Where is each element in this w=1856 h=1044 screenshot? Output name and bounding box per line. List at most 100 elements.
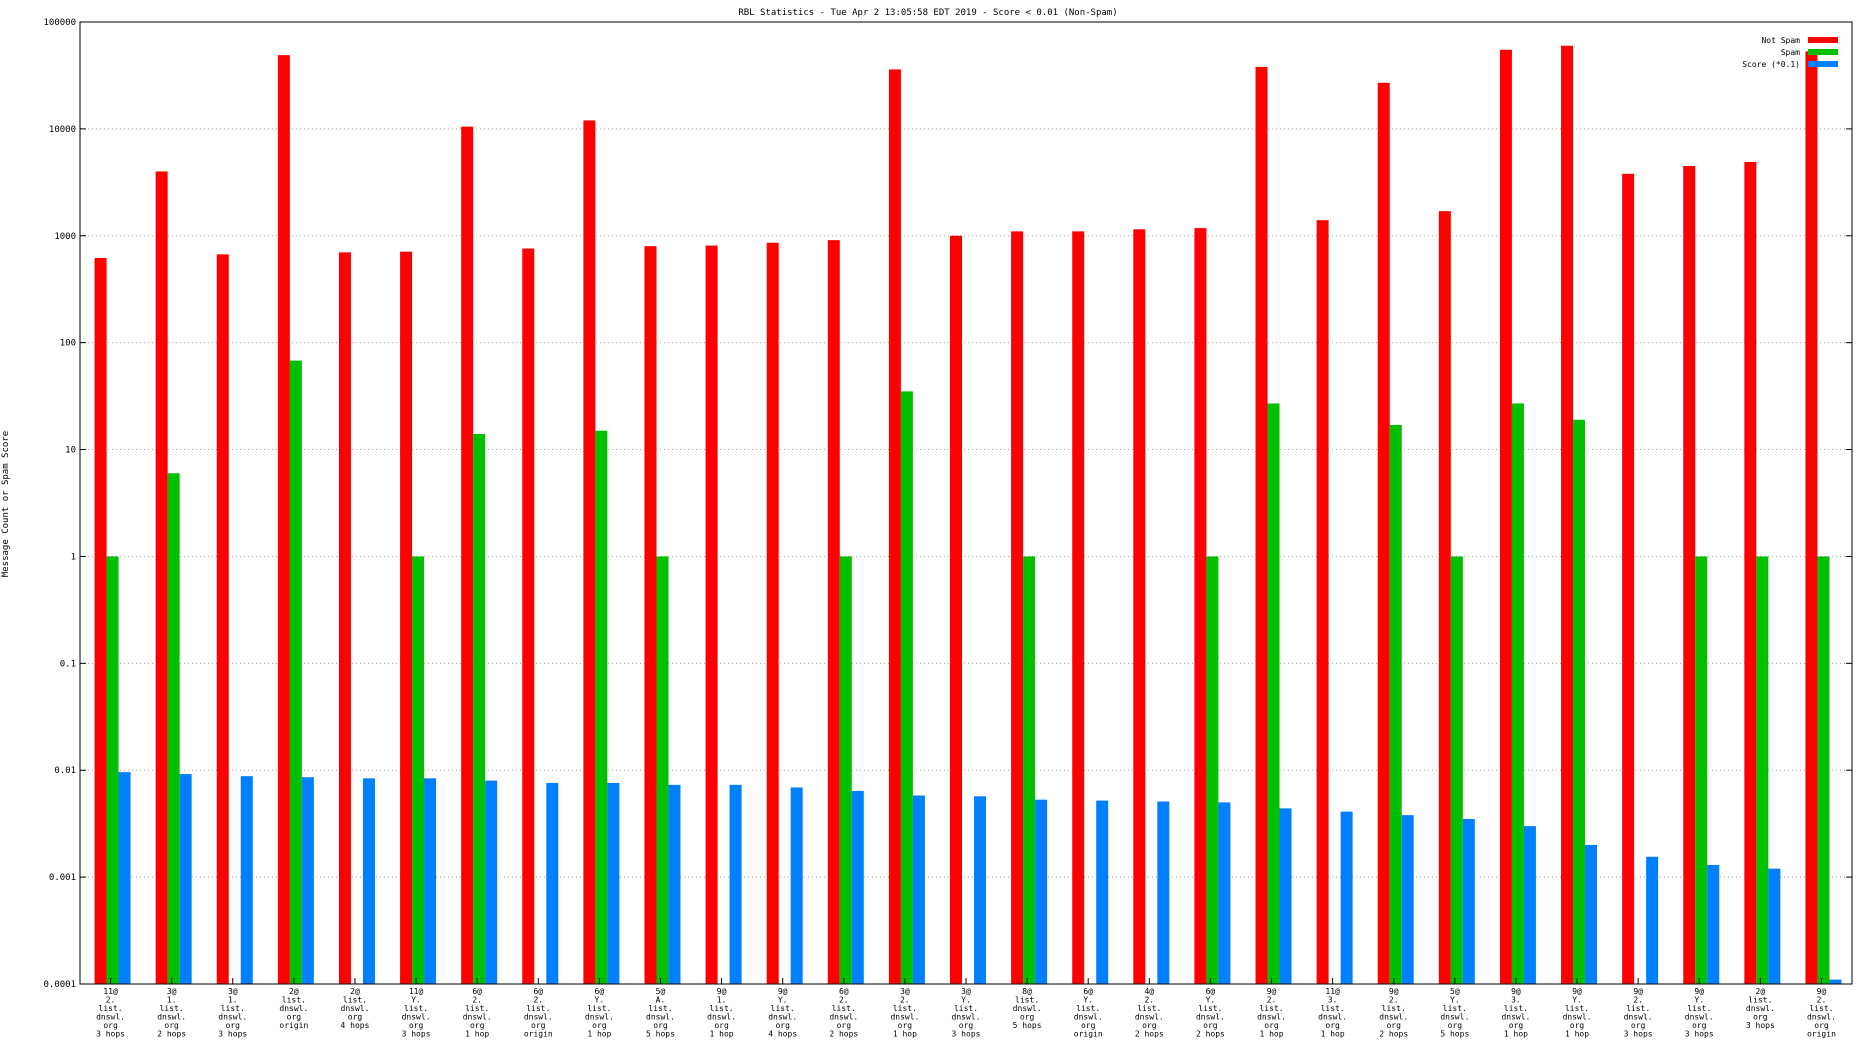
legend-label: Spam (1781, 48, 1800, 57)
bar-not-spam (400, 251, 413, 984)
x-tick-label: 9@ 1. list. dnswl. org 1 hop (707, 987, 736, 1039)
x-tick-label: 6@ Y. list. dnswl. org 1 hop (585, 987, 614, 1039)
bar-score-0-1 (424, 778, 437, 984)
x-tick-label: 9@ 2. list. dnswl. org origin (1807, 987, 1836, 1039)
bar-spam (1573, 419, 1586, 984)
bar-not-spam (1194, 228, 1207, 985)
bar-not-spam (1499, 49, 1512, 985)
bar-score-0-1 (851, 790, 864, 984)
x-tick-label: 2@ list. dnswl. org origin (279, 987, 308, 1030)
bars (94, 45, 1842, 985)
x-axis-ticks: 11@ 2. list. dnswl. org 3 hops 3@ 1. list. dnswl.… (96, 978, 1836, 1039)
bar-not-spam (827, 240, 840, 985)
bar-score-0-1 (1707, 864, 1720, 984)
bar-not-spam (583, 120, 596, 984)
bar-score-0-1 (301, 777, 314, 984)
bar-score-0-1 (1462, 818, 1475, 984)
x-tick-label: 9@ 3. list. dnswl. org 1 hop (1501, 987, 1530, 1039)
bar-not-spam (155, 171, 168, 984)
bar-spam (473, 433, 486, 984)
bar-not-spam (461, 126, 474, 985)
bar-not-spam (277, 55, 290, 984)
bar-not-spam (1683, 165, 1696, 985)
legend-label: Not Spam (1761, 36, 1800, 45)
bar-score-0-1 (607, 782, 620, 984)
y-tick-label: 10 (65, 446, 76, 456)
bar-not-spam (1438, 211, 1451, 984)
bar-score-0-1 (1279, 808, 1292, 984)
bar-not-spam (1561, 45, 1574, 985)
x-tick-label: 9@ 2. list. dnswl. org 2 hops (1379, 987, 1408, 1039)
bar-spam (167, 473, 180, 984)
bar-spam (1206, 556, 1219, 984)
bar-score-0-1 (1585, 844, 1598, 984)
bar-not-spam (338, 252, 351, 984)
bar-not-spam (1805, 51, 1818, 984)
x-tick-label: 8@ list. dnswl. org 5 hops (1013, 987, 1042, 1030)
bar-score-0-1 (1646, 856, 1659, 984)
legend-swatch (1808, 61, 1838, 67)
bar-not-spam (950, 235, 962, 984)
y-tick-label: 10000 (49, 125, 76, 135)
x-tick-label: 5@ A. list. dnswl. org 5 hops (646, 987, 675, 1039)
legend-swatch (1808, 37, 1838, 43)
x-tick-label: 2@ list. dnswl. org 3 hops (1746, 987, 1775, 1030)
bar-not-spam (94, 257, 107, 984)
x-tick-label: 3@ 1. list. dnswl. org 3 hops (218, 987, 247, 1039)
grid (80, 128, 1852, 878)
x-tick-label: 3@ 2. list. dnswl. org 1 hop (890, 987, 919, 1039)
x-tick-label: 11@ Y. list. dnswl. org 3 hops (402, 987, 431, 1039)
bar-spam (839, 556, 852, 984)
bar-not-spam (1377, 82, 1390, 985)
bar-not-spam (1622, 173, 1635, 984)
bar-spam (412, 556, 425, 984)
bar-score-0-1 (1523, 826, 1536, 984)
y-tick-label: 0.001 (49, 873, 76, 883)
bar-spam (1756, 556, 1769, 984)
y-axis-label: Message Count or Spam Score (1, 431, 11, 577)
x-tick-label: 11@ 2. list. dnswl. org 3 hops (96, 987, 125, 1039)
bar-spam (595, 430, 608, 984)
x-tick-label: 3@ Y. list. dnswl. org 3 hops (952, 987, 981, 1039)
bar-score-0-1 (729, 784, 742, 984)
bar-score-0-1 (118, 772, 131, 984)
bar-score-0-1 (1035, 799, 1048, 984)
bar-score-0-1 (1096, 800, 1109, 984)
bar-not-spam (766, 242, 779, 984)
y-axis-ticks: 0.0001 0.001 0.01 0.1 1 10 100 1000 10000 100000 (43, 18, 1852, 990)
x-tick-label: 9@ Y. list. dnswl. org 4 hops (768, 987, 797, 1039)
bar-not-spam (1316, 220, 1329, 984)
bar-score-0-1 (1340, 811, 1353, 984)
bar-not-spam (1011, 231, 1024, 984)
bar-score-0-1 (179, 774, 192, 984)
bar-not-spam (1255, 66, 1268, 985)
x-tick-label: 11@ 3. list. dnswl. org 1 hop (1318, 987, 1347, 1039)
chart-title: RBL Statistics - Tue Apr 2 13:05:58 EDT … (738, 8, 1117, 18)
bar-score-0-1 (362, 778, 375, 984)
bar-score-0-1 (240, 776, 253, 984)
bar-spam (1695, 556, 1708, 984)
x-tick-label: 9@ Y. list. dnswl. org 3 hops (1685, 987, 1714, 1039)
bar-score-0-1 (1157, 801, 1170, 984)
bar-not-spam (1744, 162, 1757, 984)
bar-not-spam (705, 245, 718, 985)
x-tick-label: 6@ Y. list. dnswl. org 2 hops (1196, 987, 1225, 1039)
bar-spam (1389, 424, 1402, 985)
y-tick-label: 100 (60, 339, 76, 349)
bar-spam (656, 556, 669, 984)
bar-score-0-1 (1218, 802, 1231, 984)
bar-spam (1817, 556, 1830, 984)
bar-spam (1511, 403, 1524, 984)
x-tick-label: 3@ 1. list. dnswl. org 2 hops (157, 987, 186, 1039)
x-tick-label: 6@ Y. list. dnswl. org origin (1074, 987, 1103, 1039)
x-tick-label: 6@ 2. list. dnswl. org 2 hops (829, 987, 858, 1039)
bar-score-0-1 (1401, 815, 1414, 984)
bar-score-0-1 (912, 795, 925, 984)
bar-not-spam (1133, 229, 1146, 984)
bar-score-0-1 (1768, 868, 1781, 984)
bar-not-spam (522, 248, 535, 985)
bar-spam (1267, 403, 1280, 984)
bar-spam (1023, 556, 1036, 984)
bar-score-0-1 (1829, 979, 1842, 984)
